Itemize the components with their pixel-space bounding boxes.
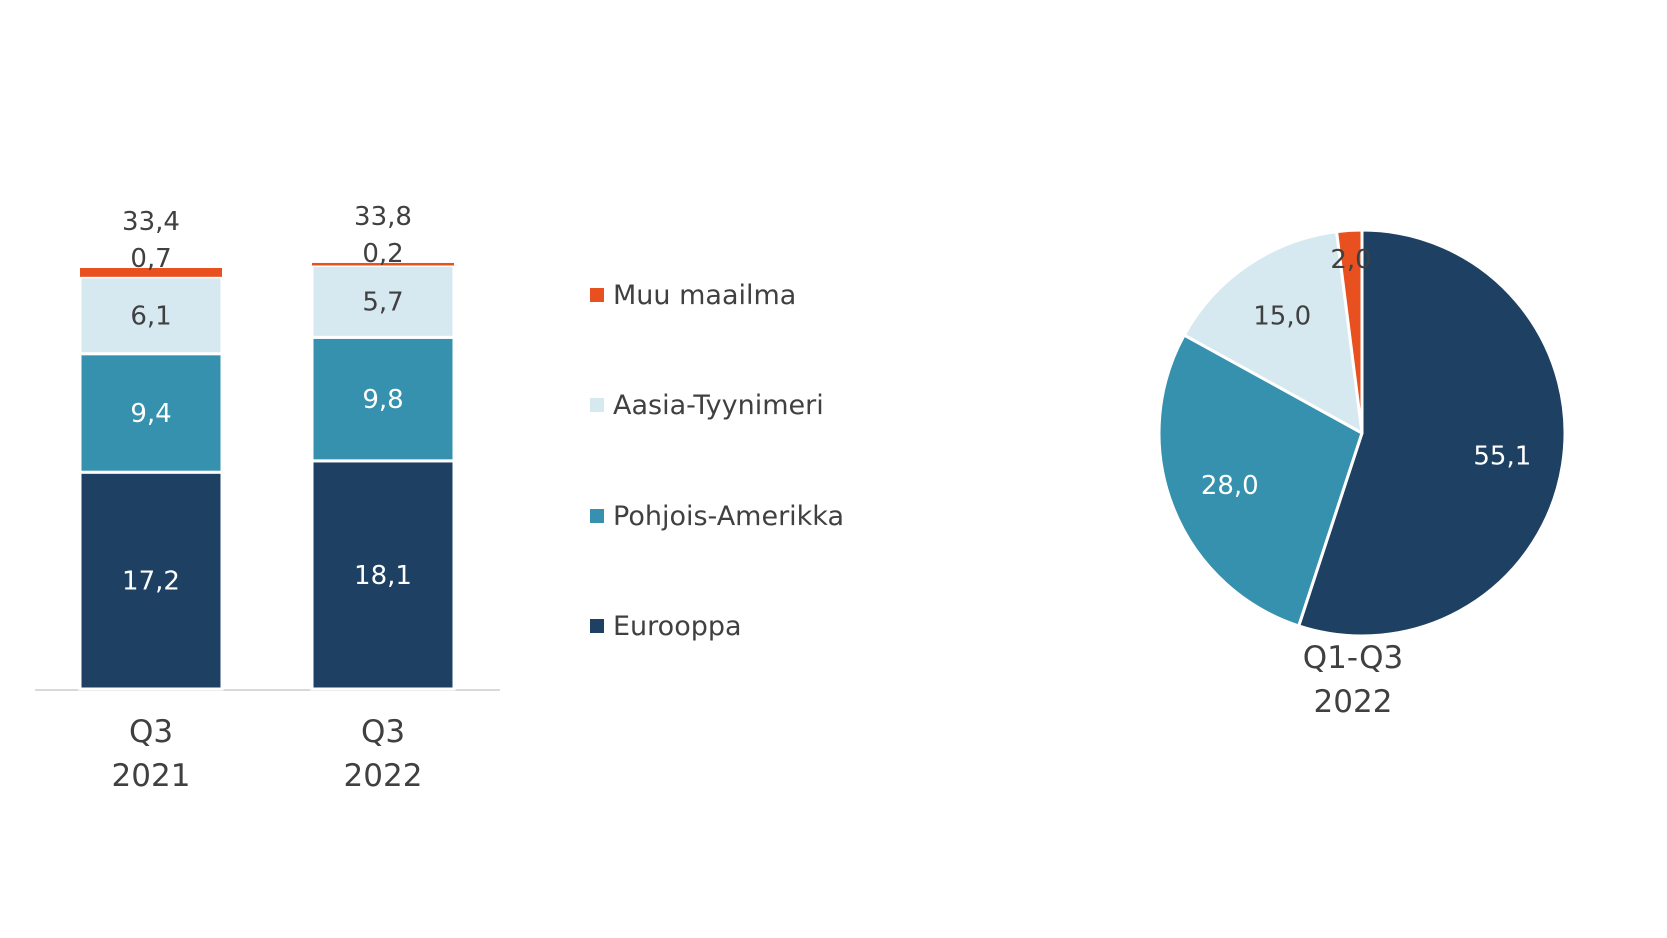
- legend-swatch-pohjois-amerikka: [590, 509, 604, 523]
- bar-segment-pohjois-amerikka-1: [78, 352, 224, 474]
- legend-swatch-eurooppa: [590, 619, 604, 633]
- x-tick-label-2-line2: 2022: [344, 758, 423, 794]
- stacked-bar-chart: 17,2 9,4 6,1 0,7 33,4 Q3 2021 18,1 9,8 5,7 0,2 33,8…: [35, 202, 500, 794]
- pie-slice-muu-maailma: [1335, 228, 1364, 435]
- pie-slice-aasia-tyynimeri: [1182, 230, 1364, 435]
- pie-category-label-line2: 2022: [1314, 684, 1393, 720]
- legend-swatch-aasia-tyynimeri: [590, 398, 604, 412]
- data-label-pohjois-amerikka-2: 9,8: [362, 385, 403, 415]
- legend: Muu maailma Aasia-Tyynimeri Pohjois-Amerik…: [590, 280, 844, 642]
- bar-segment-muu-maailma-2: [312, 262, 454, 266]
- pie-label-pohjois-amerikka: 28,0: [1201, 471, 1259, 501]
- pie-label-aasia-tyynimeri: 15,0: [1253, 301, 1311, 331]
- bar-segment-pohjois-amerikka-2: [310, 335, 456, 463]
- pie-chart: 55,1 28,0 15,0 2,0 Q1-Q3 2022: [1157, 228, 1567, 720]
- data-label-aasia-tyynimeri-2: 5,7: [362, 287, 403, 317]
- pie-label-eurooppa: 55,1: [1473, 441, 1531, 471]
- bar-segment-muu-maailma-1: [80, 268, 222, 277]
- bar-segment-aasia-tyynimeri-2: [310, 263, 456, 339]
- legend-swatch-muu-maailma: [590, 288, 604, 302]
- data-label-pohjois-amerikka-1: 9,4: [130, 399, 171, 429]
- data-label-muu-maailma-2: 0,2: [362, 239, 403, 269]
- pie-category-label-line1: Q1-Q3: [1303, 640, 1404, 676]
- x-tick-label-1-line2: 2021: [112, 758, 191, 794]
- data-label-aasia-tyynimeri-1: 6,1: [130, 301, 171, 331]
- pie-label-muu-maailma: 2,0: [1330, 245, 1371, 275]
- pie-slice-eurooppa: [1297, 228, 1567, 638]
- legend-label-aasia-tyynimeri: Aasia-Tyynimeri: [613, 390, 824, 421]
- total-label-1: 33,4: [122, 207, 180, 237]
- legend-label-muu-maailma: Muu maailma: [613, 280, 796, 311]
- pie-slice-pohjois-amerikka: [1157, 333, 1364, 628]
- bar-segment-eurooppa-2: [310, 459, 456, 691]
- x-tick-label-2-line1: Q3: [361, 714, 405, 750]
- bar-segment-eurooppa-1: [78, 470, 224, 691]
- legend-label-pohjois-amerikka: Pohjois-Amerikka: [613, 501, 844, 532]
- x-tick-label-1-line1: Q3: [129, 714, 173, 750]
- legend-label-eurooppa: Eurooppa: [613, 611, 742, 642]
- data-label-eurooppa-2: 18,1: [354, 561, 412, 591]
- data-label-eurooppa-1: 17,2: [122, 567, 180, 597]
- data-label-muu-maailma-1: 0,7: [130, 244, 171, 274]
- total-label-2: 33,8: [354, 202, 412, 232]
